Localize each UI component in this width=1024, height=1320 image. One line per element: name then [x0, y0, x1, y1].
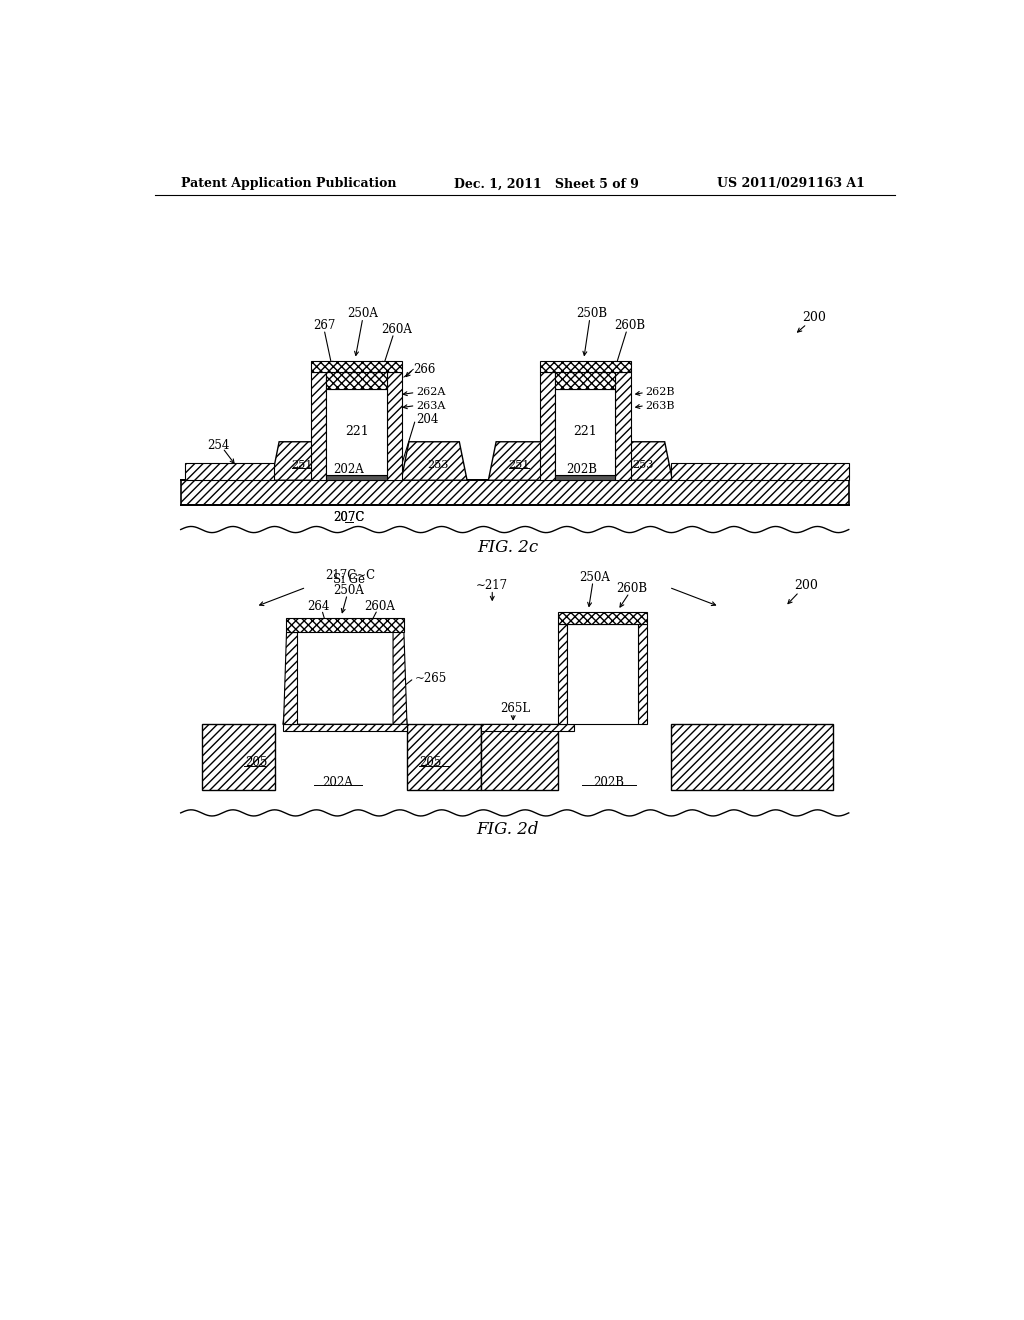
Bar: [202, 725, 275, 789]
Text: 260A: 260A: [381, 323, 412, 335]
Text: 202A: 202A: [322, 776, 352, 788]
Polygon shape: [283, 632, 407, 725]
Text: US 2011/0291163 A1: US 2011/0291163 A1: [717, 177, 865, 190]
Polygon shape: [401, 442, 467, 480]
Bar: [283, 725, 407, 730]
Bar: [180, 480, 849, 506]
Text: 205: 205: [419, 756, 441, 770]
Text: 263A: 263A: [417, 400, 445, 411]
Text: FIG. 2c: FIG. 2c: [477, 539, 539, 556]
Bar: [407, 725, 480, 789]
Text: 263B: 263B: [646, 400, 675, 411]
Text: ~265: ~265: [415, 672, 447, 685]
Bar: [615, 372, 631, 480]
Text: 267: 267: [313, 319, 335, 333]
Bar: [555, 372, 615, 388]
Text: 202B: 202B: [566, 463, 597, 477]
Text: 253: 253: [427, 459, 449, 470]
Text: Si Ge: Si Ge: [333, 573, 365, 586]
Text: 253: 253: [633, 459, 654, 470]
Text: 250A: 250A: [580, 570, 610, 583]
Bar: [671, 725, 834, 789]
Text: 202A: 202A: [334, 463, 365, 477]
Text: 200: 200: [795, 579, 818, 593]
Text: 217C∼C: 217C∼C: [326, 569, 376, 582]
Bar: [638, 624, 647, 725]
Bar: [327, 388, 387, 475]
Text: 251: 251: [509, 459, 530, 470]
Text: FIG. 2d: FIG. 2d: [476, 821, 539, 838]
Text: 204: 204: [417, 413, 438, 426]
Text: 205: 205: [245, 756, 267, 770]
Text: 254: 254: [207, 440, 229, 453]
Polygon shape: [606, 442, 673, 480]
Text: 221: 221: [345, 425, 369, 438]
Bar: [540, 360, 631, 372]
Text: Dec. 1, 2011   Sheet 5 of 9: Dec. 1, 2011 Sheet 5 of 9: [454, 177, 638, 190]
Bar: [558, 612, 647, 624]
Text: 260B: 260B: [616, 582, 647, 595]
Bar: [480, 725, 573, 730]
Bar: [480, 725, 558, 789]
Bar: [555, 388, 615, 475]
Text: 207C: 207C: [333, 511, 365, 524]
Bar: [558, 624, 567, 725]
Text: 250A: 250A: [347, 308, 378, 321]
Polygon shape: [283, 632, 297, 725]
Polygon shape: [271, 442, 341, 480]
Polygon shape: [488, 442, 558, 480]
Text: Patent Application Publication: Patent Application Publication: [180, 177, 396, 190]
Text: 250A: 250A: [334, 583, 365, 597]
Text: 221: 221: [573, 425, 597, 438]
Polygon shape: [393, 632, 407, 725]
Text: 200: 200: [802, 312, 825, 325]
Text: 262B: 262B: [646, 388, 675, 397]
Text: 251: 251: [292, 459, 313, 470]
Text: 266: 266: [414, 363, 435, 376]
Bar: [286, 618, 403, 632]
Text: ∼217: ∼217: [476, 579, 508, 593]
Bar: [327, 475, 387, 480]
Text: 260A: 260A: [365, 601, 395, 612]
Bar: [671, 463, 849, 480]
Bar: [311, 372, 327, 480]
Text: 262A: 262A: [417, 388, 445, 397]
Text: 264: 264: [306, 601, 329, 612]
Text: 202B: 202B: [593, 776, 624, 788]
Text: 250B: 250B: [575, 308, 607, 321]
Bar: [311, 360, 402, 372]
Bar: [387, 372, 402, 480]
Bar: [540, 372, 555, 480]
Text: 260B: 260B: [613, 319, 645, 333]
Bar: [555, 475, 615, 480]
Bar: [567, 624, 638, 725]
Text: 265L: 265L: [501, 702, 530, 715]
Text: 207C: 207C: [333, 511, 365, 524]
Bar: [184, 463, 273, 480]
Bar: [327, 372, 387, 388]
